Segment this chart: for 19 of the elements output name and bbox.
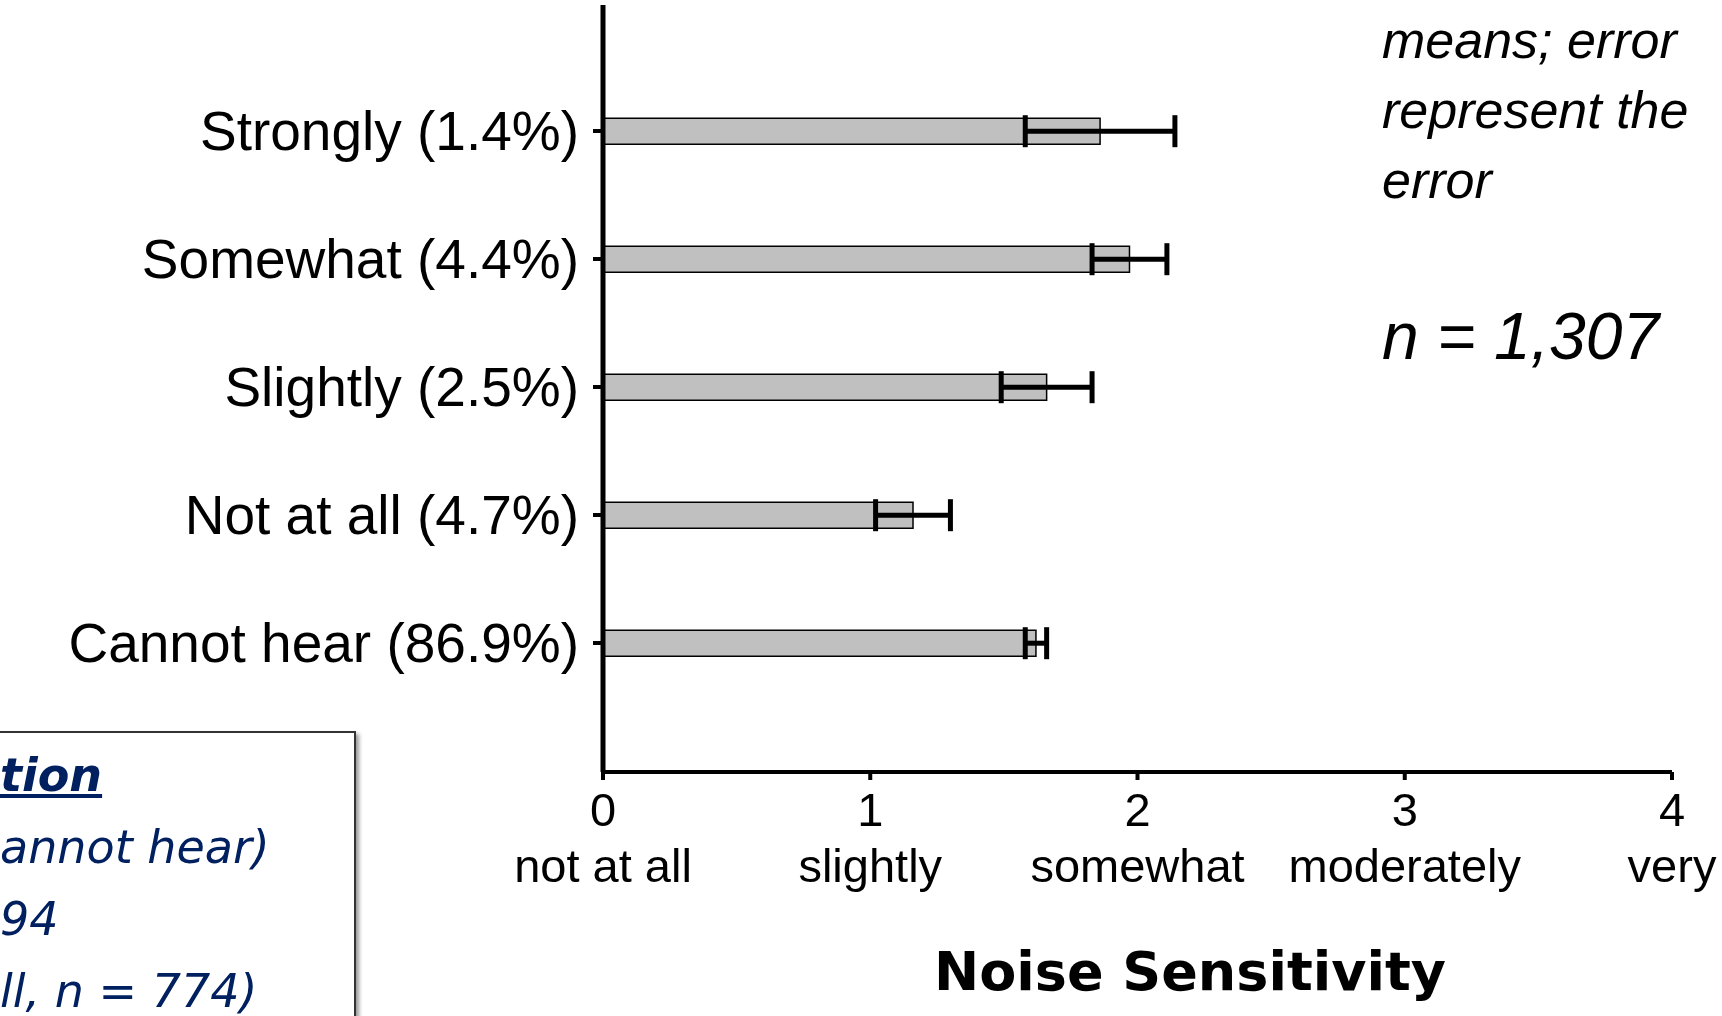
y-tick-label: Slightly (2.5%) [224,356,579,418]
annotation: means; error [1382,11,1677,70]
annotation: error [1382,151,1492,210]
x-tick-label: 4 very [1627,783,1717,892]
annotation: n = 1,307 [1382,299,1660,373]
x-tick-label: 2 somewhat [1030,783,1245,892]
text: annot hear) [0,820,270,874]
text: 94 [0,892,59,946]
x-tick-label: 3 moderately [1288,783,1522,892]
text: ll, n = 774) [0,964,258,1016]
x-tick-label: 1 slightly [798,783,943,892]
annotation: represent the [1382,81,1689,140]
text: tion [0,748,103,802]
y-tick-label: Cannot hear (86.9%) [68,612,579,674]
y-tick-label: Not at all (4.7%) [184,484,579,546]
y-tick-label: Somewhat (4.4%) [141,228,579,290]
y-tick-label: Strongly (1.4%) [199,100,579,162]
x-axis-title: Noise Sensitivity [933,940,1447,1003]
x-tick-label: 0 not at all [514,783,692,892]
